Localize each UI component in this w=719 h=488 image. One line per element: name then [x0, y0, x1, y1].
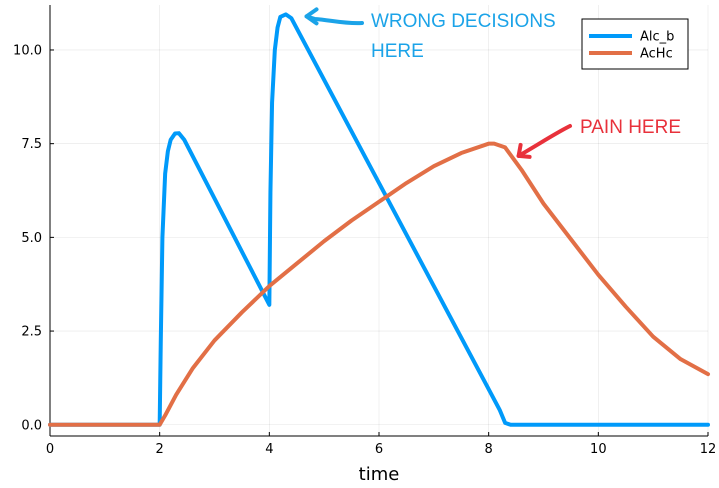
x-tick-label: 8: [485, 442, 493, 457]
annotations: WRONG DECISIONS HERE PAIN HERE: [304, 7, 681, 159]
axes: [49, 5, 709, 437]
x-axis-label: time: [359, 464, 400, 485]
grid-lines: [49, 5, 709, 436]
tick-labels: 0 2 4 6 8 10 12 0.0 2.5 5.0 7.5 10.0: [13, 43, 716, 457]
legend-entry: Alc_b: [640, 30, 674, 45]
y-tick-label: 2.5: [21, 325, 42, 340]
series-lines: [48, 12, 710, 427]
x-tick-label: 0: [46, 442, 54, 457]
x-tick-label: 2: [156, 442, 164, 457]
x-tick-label: 6: [375, 442, 383, 457]
legend-entry: AcHc: [640, 47, 673, 62]
blue-arrow-shaft: [304, 14, 364, 26]
legend-box: [581, 18, 689, 70]
x-tick-label: 10: [590, 442, 607, 457]
red-arrow-shaft: [516, 124, 572, 158]
x-tick-label: 4: [265, 442, 273, 457]
blue-arrow-head: [304, 7, 319, 26]
series-line-achc: [48, 141, 710, 427]
y-tick-label: 10.0: [13, 43, 42, 58]
y-tick-label: 7.5: [21, 137, 42, 152]
x-tick-label: 12: [700, 442, 717, 457]
y-tick-label: 0.0: [21, 418, 42, 433]
red-arrow-head: [516, 142, 532, 159]
legend: Alc_b AcHc: [581, 18, 689, 70]
series-line-alc-b: [48, 12, 710, 427]
y-tick-label: 5.0: [21, 231, 42, 246]
annotation-pain-here: PAIN HERE: [580, 117, 681, 138]
annotation-wrong-decisions: WRONG DECISIONS HERE: [371, 11, 556, 62]
